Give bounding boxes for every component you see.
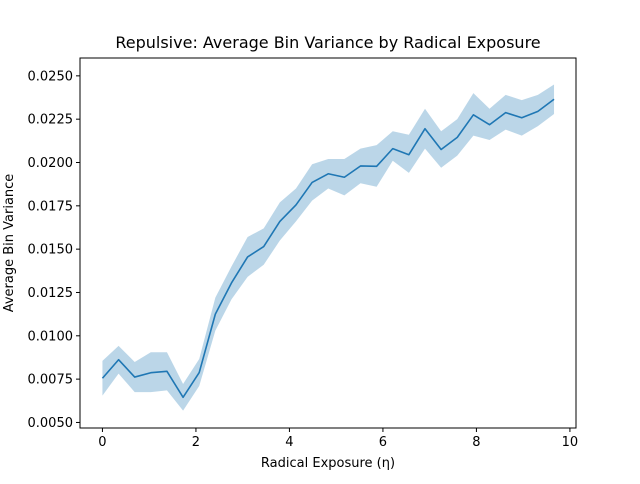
y-tick-label: 0.0200 xyxy=(28,156,74,171)
y-tick-label: 0.0075 xyxy=(28,373,74,388)
y-tick-label: 0.0225 xyxy=(28,113,74,128)
x-tick-label: 10 xyxy=(562,435,579,450)
confidence-band xyxy=(102,84,555,411)
y-tick-label: 0.0100 xyxy=(28,329,74,344)
y-tick-label: 0.0175 xyxy=(28,199,74,214)
mean-line xyxy=(101,98,555,399)
y-axis-label: Average Bin Variance xyxy=(2,174,17,313)
plot-area: 0 2 4 6 8 10 0.0050 0.0075 0.0100 0.0125 0.0150 0.0… xyxy=(28,57,579,450)
x-axis-label: Radical Exposure (η) xyxy=(261,456,395,471)
y-tick-label: 0.0125 xyxy=(28,286,74,301)
y-tick-label: 0.0150 xyxy=(28,243,74,258)
x-tick-label: 0 xyxy=(98,435,106,450)
y-tick-label: 0.0250 xyxy=(28,69,74,84)
x-tick-label: 6 xyxy=(379,435,387,450)
x-tick-label: 2 xyxy=(192,435,200,450)
x-tick-label: 4 xyxy=(285,435,293,450)
y-tick-label: 0.0050 xyxy=(28,416,74,431)
axes-frame xyxy=(79,57,577,429)
chart-title: Repulsive: Average Bin Variance by Radic… xyxy=(115,33,540,52)
x-tick-label: 8 xyxy=(472,435,480,450)
